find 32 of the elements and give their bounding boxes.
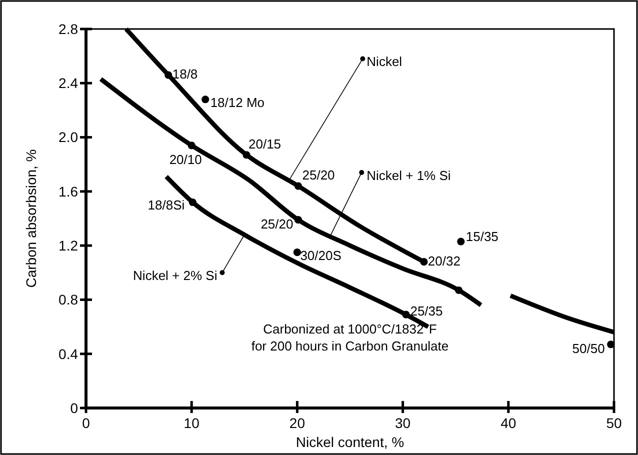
annotation: 20/10 [169,152,202,167]
y-tick-label: 2.0 [58,129,78,146]
annotation: 50/50 [572,340,605,356]
annotation: 25/20 [260,216,294,232]
y-tick-label: 2.8 [58,20,78,37]
annotation: Nickel + 2% Si [133,268,218,284]
annotation: 20/15 [248,136,282,152]
annotation: 20/32 [428,253,460,268]
annotation: Nickel [366,54,402,70]
x-axis-title: Nickel content, % [296,434,404,450]
annotation: 18/8Si [148,198,185,213]
annotation: 25/20 [302,167,335,182]
y-axis-title: Carbon absorbsion, % [23,149,39,288]
annotation: 18/8 [172,66,198,82]
annotation: 18/12 Mo [210,94,265,110]
x-tick-label: 50 [606,415,622,431]
y-tick-label: 1.6 [58,183,78,200]
annotation: 25/35 [410,304,443,319]
y-tick-label: 1.2 [58,237,78,254]
annotation: 15/35 [466,228,498,244]
y-tick-label: 0.4 [58,346,78,362]
y-tick-label: 0 [70,400,78,416]
x-tick-label: 0 [82,415,90,431]
x-tick-label: 20 [289,415,306,431]
x-tick-label: 10 [184,415,200,431]
annotation: 30/20S [300,248,342,263]
y-tick-label: 2.4 [58,75,78,92]
annotation: Carbonized at 1000°C/1832°F for 200 hours in Carbon Granulate [251,322,449,354]
x-tick-label: 40 [500,415,516,431]
y-tick-label: 0.8 [58,292,78,308]
x-tick-label: 30 [395,415,411,431]
annotation: Nickel + 1% Si [366,168,451,183]
